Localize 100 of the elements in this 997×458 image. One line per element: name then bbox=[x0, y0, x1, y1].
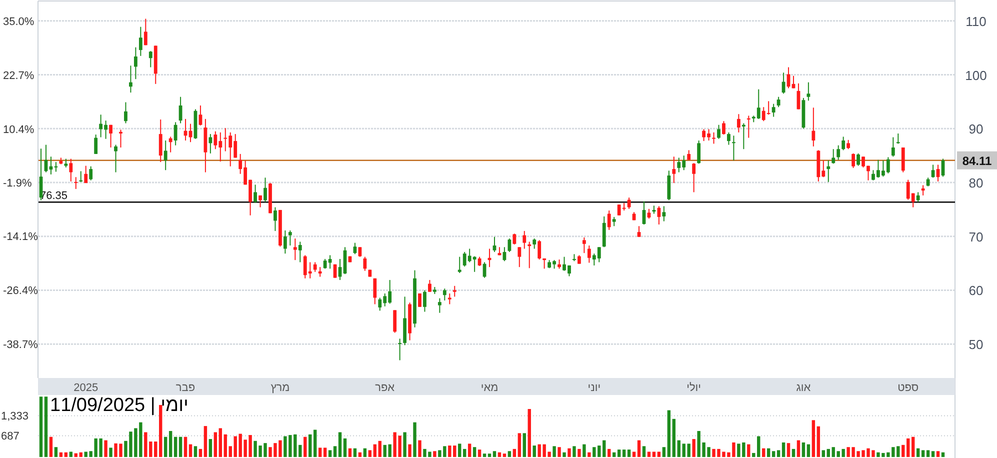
bar bbox=[926, 450, 930, 457]
bar bbox=[822, 450, 825, 457]
bar bbox=[109, 448, 112, 457]
bar bbox=[418, 440, 422, 457]
x-tick-label: פבר bbox=[176, 382, 196, 394]
bar bbox=[902, 444, 905, 457]
x-tick-label: אוג bbox=[796, 382, 811, 394]
bar bbox=[776, 450, 780, 457]
bar bbox=[498, 452, 502, 457]
bar bbox=[662, 447, 666, 457]
bar bbox=[358, 452, 362, 457]
y-tick-label: 1,333 bbox=[1, 410, 29, 423]
y2-tick-label: -26.4% bbox=[3, 285, 38, 298]
bar bbox=[472, 447, 476, 457]
bar bbox=[652, 452, 656, 457]
bar bbox=[188, 444, 192, 457]
bar bbox=[64, 452, 68, 457]
bar bbox=[622, 450, 626, 457]
bar bbox=[104, 440, 108, 457]
bar bbox=[672, 418, 676, 457]
bar bbox=[772, 451, 776, 457]
bar bbox=[59, 452, 63, 457]
y2-tick-label: -14.1% bbox=[3, 231, 38, 244]
bar bbox=[178, 436, 182, 457]
bar bbox=[667, 410, 671, 457]
bar bbox=[802, 442, 806, 457]
bar bbox=[478, 450, 482, 457]
bar bbox=[608, 448, 611, 457]
x-tick-label: יוני bbox=[588, 382, 601, 394]
bar bbox=[174, 436, 178, 457]
bar bbox=[568, 448, 571, 457]
bar bbox=[558, 447, 561, 457]
bar bbox=[782, 442, 786, 457]
y-tick-label: 110 bbox=[966, 14, 986, 29]
bar bbox=[906, 438, 910, 457]
bar bbox=[941, 452, 945, 457]
bar bbox=[44, 396, 48, 457]
x-tick-label: אפר bbox=[375, 382, 395, 394]
bar bbox=[154, 442, 158, 457]
bar bbox=[786, 443, 790, 457]
bar bbox=[657, 452, 661, 457]
bar bbox=[323, 448, 327, 457]
bar bbox=[159, 404, 162, 457]
bar bbox=[916, 448, 920, 457]
bar bbox=[218, 428, 222, 457]
bar bbox=[482, 454, 486, 457]
bar bbox=[582, 444, 586, 457]
y2-tick-label: -38.7% bbox=[3, 339, 38, 352]
bar bbox=[632, 452, 636, 457]
bar bbox=[747, 444, 750, 457]
bar bbox=[204, 426, 208, 457]
bar bbox=[552, 446, 556, 457]
x-tick-label: ספט bbox=[898, 382, 919, 394]
y-tick-label: 90 bbox=[968, 122, 984, 137]
x-tick-label: מרץ bbox=[270, 382, 290, 394]
y2-tick-label: 35.0% bbox=[3, 16, 34, 28]
bar bbox=[572, 446, 576, 457]
bar bbox=[228, 446, 232, 457]
bar bbox=[184, 436, 188, 457]
bar bbox=[69, 452, 72, 457]
bar bbox=[522, 433, 526, 457]
bar bbox=[617, 450, 621, 457]
bar bbox=[39, 396, 43, 457]
bar bbox=[792, 448, 796, 457]
bar bbox=[458, 444, 462, 457]
bar bbox=[806, 444, 810, 457]
bar bbox=[588, 452, 591, 457]
bar bbox=[757, 436, 760, 457]
bar bbox=[313, 430, 317, 457]
bar bbox=[912, 436, 915, 457]
bar bbox=[348, 448, 352, 457]
bar bbox=[448, 446, 452, 457]
bar bbox=[54, 447, 58, 457]
bar bbox=[49, 436, 53, 457]
bar bbox=[433, 451, 436, 457]
bar bbox=[198, 448, 202, 457]
bar bbox=[214, 432, 218, 457]
bar bbox=[468, 444, 472, 457]
bar bbox=[508, 451, 512, 457]
bar bbox=[642, 446, 646, 457]
bar bbox=[562, 452, 566, 457]
bar bbox=[353, 448, 357, 457]
y-tick-label: 100 bbox=[965, 68, 987, 83]
bar bbox=[413, 422, 416, 457]
y-tick-label: 60 bbox=[968, 283, 984, 298]
bar bbox=[488, 454, 492, 457]
bar bbox=[333, 446, 337, 457]
bar bbox=[194, 446, 198, 457]
bar bbox=[612, 452, 616, 457]
chart-title: 11/09/2025 | יומי bbox=[50, 395, 188, 416]
x-tick-label: 2025 bbox=[74, 382, 98, 394]
bar bbox=[224, 434, 227, 457]
bar bbox=[826, 448, 830, 457]
bar bbox=[812, 420, 816, 457]
y-tick-label: 687 bbox=[1, 430, 20, 443]
bar bbox=[453, 446, 456, 457]
bar bbox=[578, 448, 581, 457]
bar bbox=[752, 452, 756, 457]
x-tick-label: יולי bbox=[686, 382, 702, 394]
bar bbox=[921, 450, 925, 457]
